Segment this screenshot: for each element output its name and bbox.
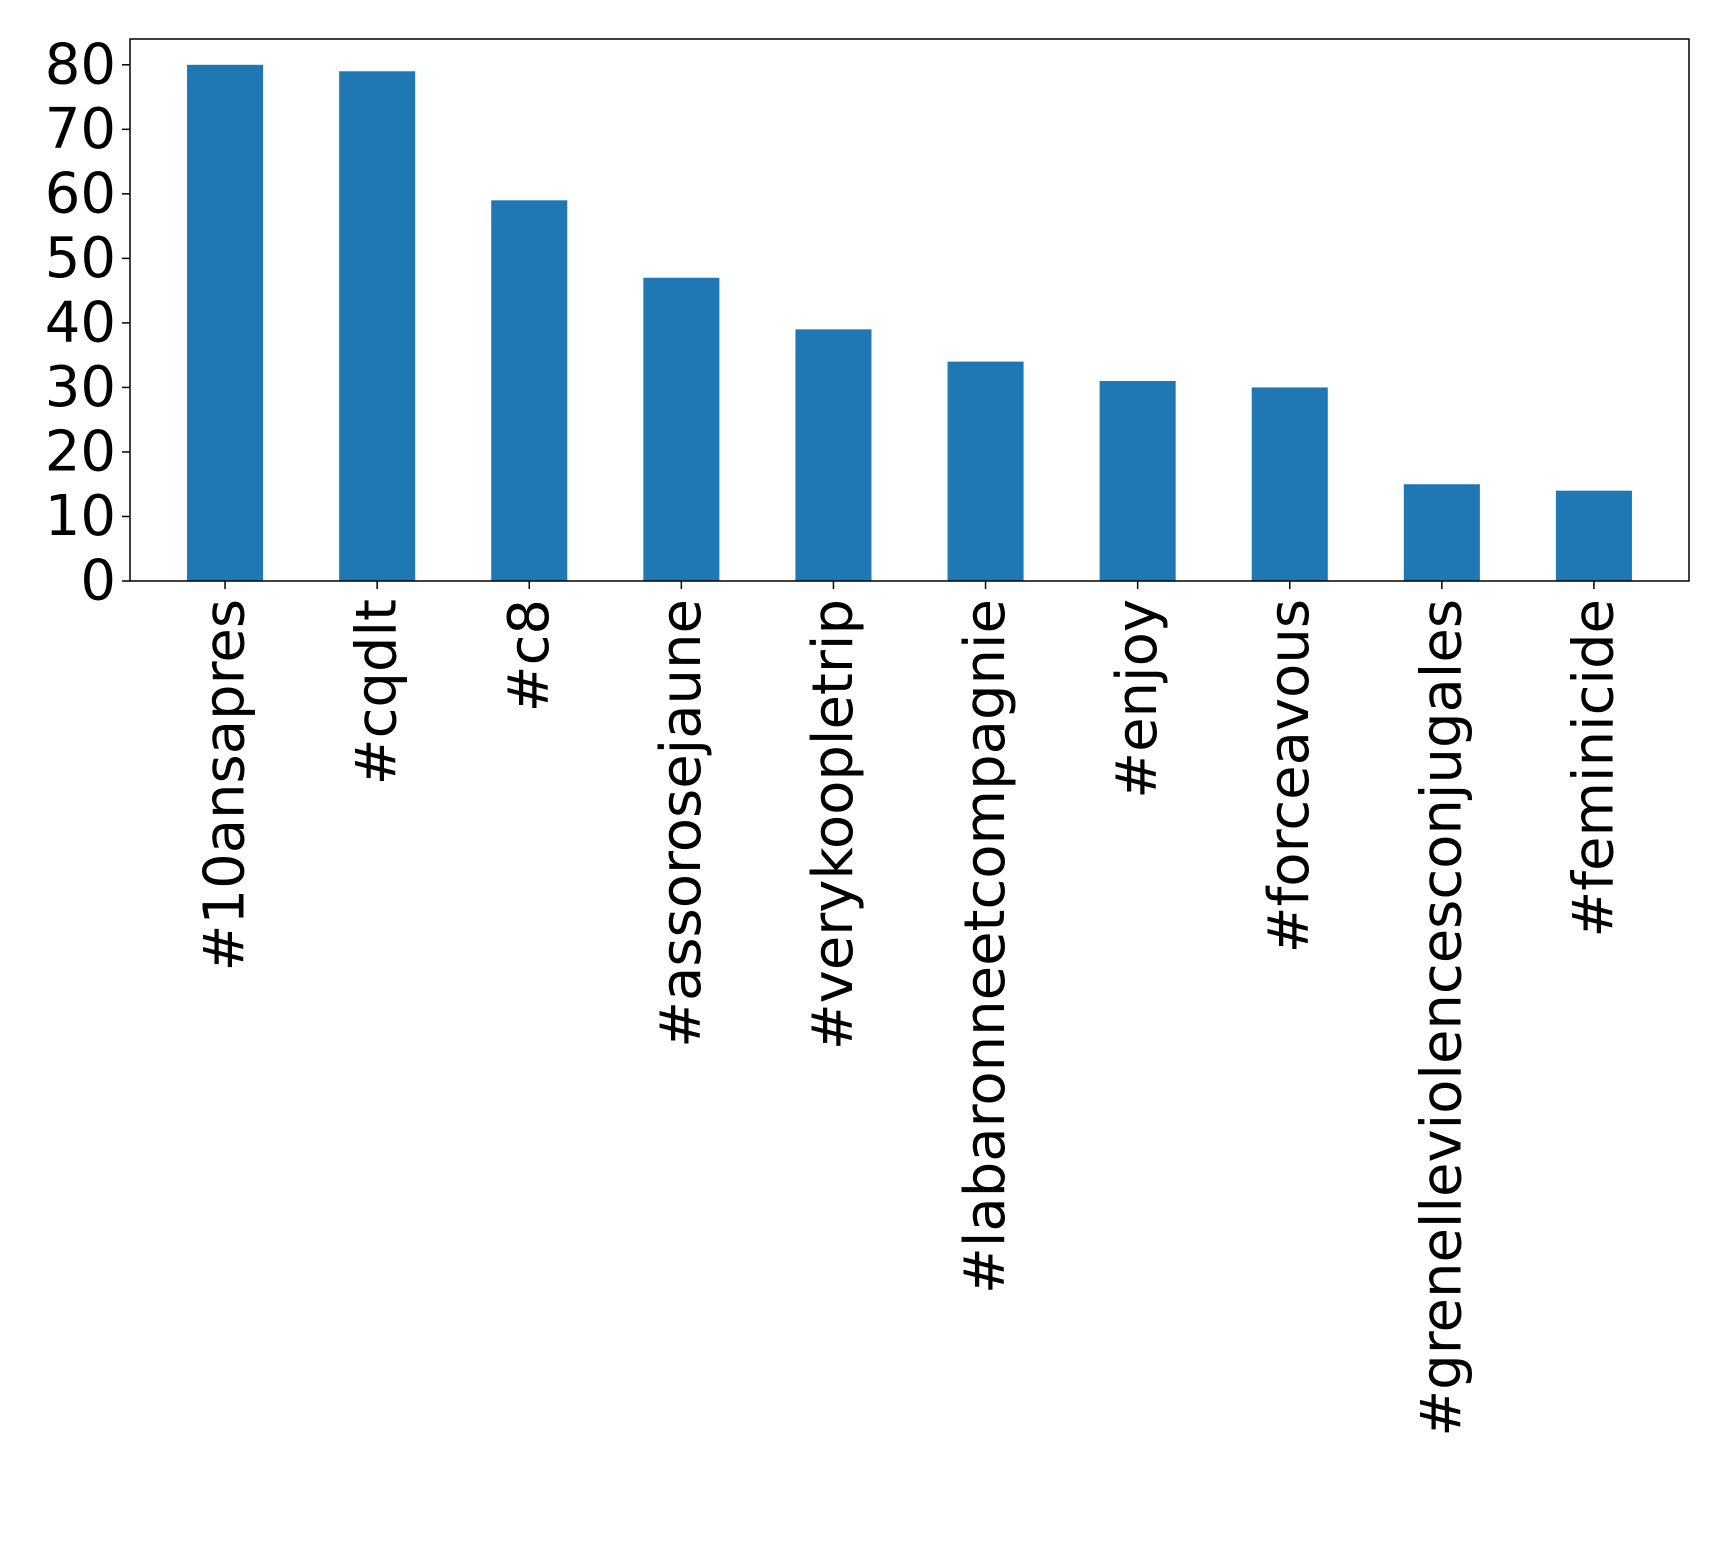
y-tick-label-3: 30 (45, 355, 116, 420)
x-axis: #10ansapres #cqdlt #c8 #assorosejaune #veryk… (193, 581, 1626, 1437)
x-tick-label-3: #assorosejaune (649, 599, 714, 1048)
x-tick-label-4: #verykoopletrip (801, 599, 866, 1050)
bar-5 (947, 361, 1024, 581)
bar-7 (1251, 387, 1328, 581)
x-tick-label-2: #c8 (497, 599, 562, 712)
y-tick-label-8: 80 (45, 32, 116, 97)
bar-8 (1403, 484, 1480, 581)
y-tick-label-6: 60 (45, 161, 116, 226)
bar-1 (339, 71, 416, 581)
x-tick-label-9: #feminicide (1561, 599, 1626, 938)
bar-3 (643, 277, 720, 581)
y-tick-label-2: 20 (45, 419, 116, 484)
x-tick-label-8: #grenelleviolencesconjugales (1409, 599, 1474, 1437)
y-tick-label-1: 10 (45, 484, 116, 549)
y-tick-label-0: 0 (80, 549, 116, 614)
bar-0 (187, 64, 264, 582)
x-tick-label-7: #forceavous (1257, 599, 1322, 953)
y-tick-label-5: 50 (45, 226, 116, 291)
x-tick-label-5: #labaronneetcompagnie (953, 599, 1018, 1294)
bar-6 (1099, 380, 1176, 581)
plot-frame (129, 38, 1690, 582)
x-tick-label-6: #enjoy (1105, 599, 1170, 799)
y-tick-label-4: 40 (45, 290, 116, 355)
x-tick-label-0: #10ansapres (193, 599, 258, 971)
x-tick-label-1: #cqdlt (345, 599, 410, 785)
bar-9 (1555, 490, 1632, 581)
bars-group (187, 64, 1632, 582)
bar-2 (491, 200, 568, 582)
bar-4 (795, 329, 872, 581)
y-tick-label-7: 70 (45, 97, 116, 162)
